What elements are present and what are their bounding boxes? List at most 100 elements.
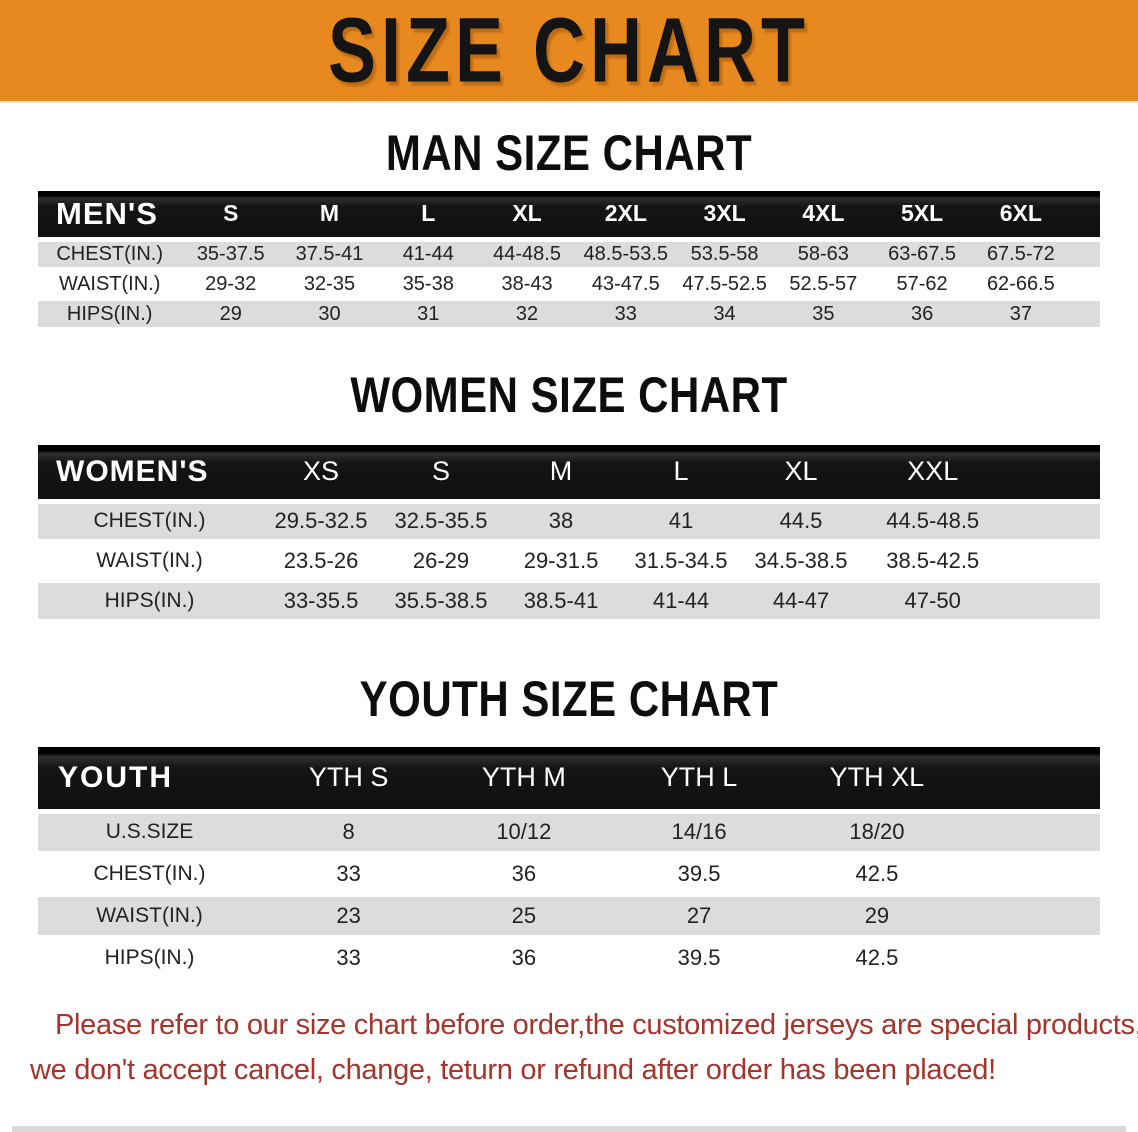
filler-cell [1004,445,1100,504]
mens-section: MAN SIZE CHART MEN'S S M L XL 2XL 3XL 4X… [0,124,1138,331]
column-header-m: M [501,445,622,504]
cell: 67.5-72 [971,239,1071,271]
cell: 23.5-26 [261,541,382,583]
column-header-yth-l: YTH L [611,747,787,814]
cell: 29.5-32.5 [261,501,382,543]
column-header-5xl: 5XL [872,191,972,242]
womens-waist-row: WAIST(IN.) 23.5-26 26-29 29-31.5 31.5-34… [38,541,1100,583]
cell: 57-62 [872,269,972,301]
cell: 39.5 [611,853,787,897]
row-label: U.S.SIZE [38,811,262,855]
cell: 35.5-38.5 [381,581,502,623]
youth-section: YOUTH SIZE CHART YOUTH YTH S YTH M YTH L… [0,670,1138,981]
youth-size-table: YOUTH YTH S YTH M YTH L YTH XL U.S.SIZE … [38,747,1100,981]
cell: 44-47 [741,581,862,623]
row-label: CHEST(IN.) [38,501,262,543]
column-header-3xl: 3XL [675,191,774,242]
mens-table-title: MEN'S [38,191,182,242]
cell: 37.5-41 [280,239,379,271]
cell: 29 [181,299,281,331]
column-header-4xl: 4XL [773,191,873,242]
mens-hips-row: HIPS(IN.) 29 30 31 32 33 34 35 36 37 [38,299,1100,331]
cell: 52.5-57 [773,269,873,301]
cell: 35-38 [378,269,478,301]
column-header-yth-m: YTH M [436,747,612,814]
column-header-xl: XL [741,445,862,504]
womens-header-row: WOMEN'S XS S M L XL XXL [38,445,1100,504]
mens-waist-row: WAIST(IN.) 29-32 32-35 35-38 38-43 43-47… [38,269,1100,301]
column-header-xl: XL [477,191,577,242]
cell: 41-44 [378,239,478,271]
cell: 44.5 [741,501,862,543]
cell: 29 [786,895,968,939]
womens-table-wrap: WOMEN'S XS S M L XL XXL CHEST(IN.) 29.5-… [0,445,1138,623]
filler-cell [1070,269,1100,301]
disclaimer-line-2: we don't accept cancel, change, teturn o… [30,1054,996,1086]
cell: 36 [436,853,612,897]
youth-section-title: YOUTH SIZE CHART [359,670,779,727]
cell: 32-35 [280,269,379,301]
youth-chest-row: CHEST(IN.) 33 36 39.5 42.5 [38,853,1100,897]
filler-cell [1070,299,1100,331]
youth-hips-row: HIPS(IN.) 33 36 39.5 42.5 [38,937,1100,981]
column-header-m: M [280,191,379,242]
column-header-yth-s: YTH S [261,747,437,814]
cell: 14/16 [611,811,787,855]
cell: 62-66.5 [971,269,1071,301]
cell: 36 [436,937,612,981]
cell: 38-43 [477,269,577,301]
row-label: CHEST(IN.) [38,239,182,271]
cell: 58-63 [773,239,873,271]
youth-table-wrap: YOUTH YTH S YTH M YTH L YTH XL U.S.SIZE … [0,747,1138,981]
womens-section: WOMEN SIZE CHART WOMEN'S XS S M L XL XXL [0,366,1138,623]
disclaimer-line-1: Please refer to our size chart before or… [55,1009,1138,1041]
row-label: HIPS(IN.) [38,937,262,981]
cell: 39.5 [611,937,787,981]
cell: 43-47.5 [576,269,676,301]
cell: 34 [675,299,774,331]
cell: 47-50 [861,581,1005,623]
filler-cell [967,895,1100,939]
column-header-s: S [381,445,502,504]
youth-table-title: YOUTH [38,747,262,814]
cell: 63-67.5 [872,239,972,271]
cell: 27 [611,895,787,939]
row-label: HIPS(IN.) [38,299,182,331]
cell: 47.5-52.5 [675,269,774,301]
column-header-s: S [181,191,281,242]
cell: 53.5-58 [675,239,774,271]
womens-hips-row: HIPS(IN.) 33-35.5 35.5-38.5 38.5-41 41-4… [38,581,1100,623]
cell: 29-31.5 [501,541,622,583]
filler-cell [1004,541,1100,583]
mens-size-table: MEN'S S M L XL 2XL 3XL 4XL 5XL 6XL CHEST… [38,191,1100,331]
cell: 8 [261,811,437,855]
womens-chest-row: CHEST(IN.) 29.5-32.5 32.5-35.5 38 41 44.… [38,501,1100,543]
filler-cell [967,937,1100,981]
cell: 36 [872,299,972,331]
cell: 29-32 [181,269,281,301]
cell: 25 [436,895,612,939]
row-label: WAIST(IN.) [38,269,182,301]
youth-waist-row: WAIST(IN.) 23 25 27 29 [38,895,1100,939]
cell: 30 [280,299,379,331]
cell: 32 [477,299,577,331]
cell: 38 [501,501,622,543]
cell: 31 [378,299,478,331]
column-header-xxl: XXL [861,445,1005,504]
cell: 23 [261,895,437,939]
cell: 26-29 [381,541,502,583]
cell: 18/20 [786,811,968,855]
filler-cell [1070,191,1100,242]
cell: 38.5-41 [501,581,622,623]
size-chart-banner: SIZE CHART [0,0,1138,103]
cell: 10/12 [436,811,612,855]
column-header-xs: XS [261,445,382,504]
filler-cell [967,853,1100,897]
bottom-edge-strip [12,1126,1126,1132]
cell: 44.5-48.5 [861,501,1005,543]
mens-chest-row: CHEST(IN.) 35-37.5 37.5-41 41-44 44-48.5… [38,239,1100,271]
womens-section-title: WOMEN SIZE CHART [350,366,788,423]
cell: 42.5 [786,937,968,981]
cell: 33 [576,299,676,331]
cell: 35-37.5 [181,239,281,271]
